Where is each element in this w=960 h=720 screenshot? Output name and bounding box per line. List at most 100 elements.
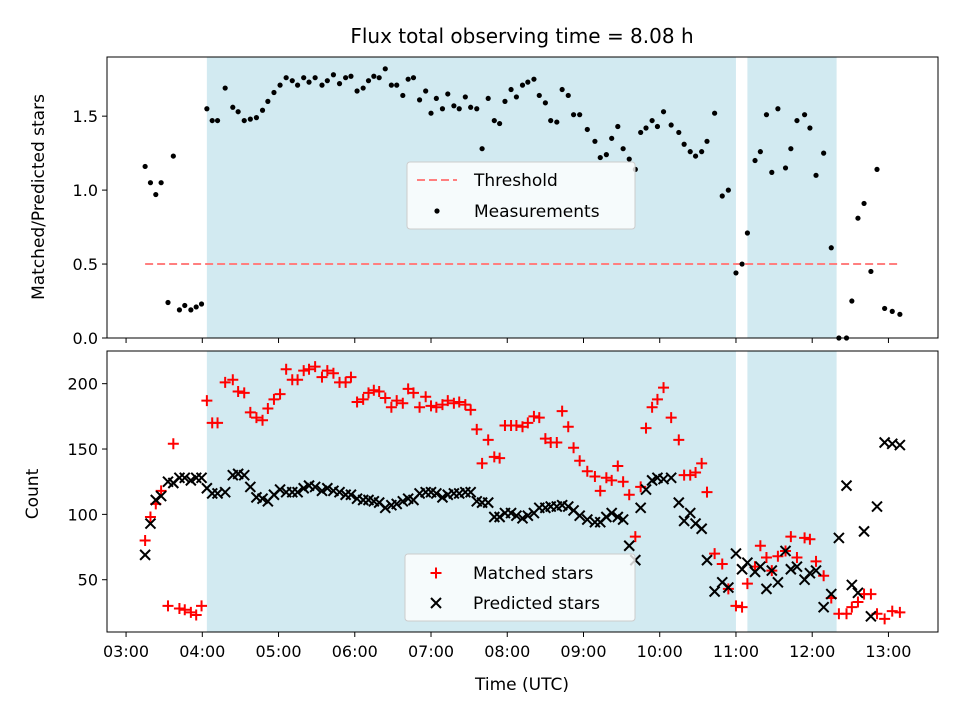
matched-star-point bbox=[716, 558, 728, 570]
matched-star-point bbox=[684, 469, 696, 481]
matched-star-point bbox=[257, 414, 269, 426]
measurement-point bbox=[643, 125, 649, 131]
x-tick-label: 09:00 bbox=[560, 642, 606, 661]
measurement-point bbox=[626, 156, 632, 162]
measurement-point bbox=[577, 112, 583, 118]
predicted-star-point bbox=[390, 498, 403, 510]
measurement-point bbox=[739, 261, 745, 267]
measurement-point bbox=[554, 119, 560, 125]
y-tick-label: 50 bbox=[78, 571, 98, 590]
matched-star-point bbox=[640, 422, 652, 434]
measurement-point bbox=[376, 75, 382, 81]
predicted-star-point bbox=[846, 579, 858, 591]
matched-star-point bbox=[612, 460, 624, 472]
matched-star-point bbox=[701, 486, 713, 498]
measurement-point bbox=[620, 146, 626, 152]
measurement-point bbox=[548, 117, 554, 124]
x-tick-label: 07:00 bbox=[408, 642, 454, 661]
predicted-star-point bbox=[321, 482, 334, 494]
measurement-point bbox=[428, 110, 434, 116]
matched-star-point bbox=[846, 601, 858, 613]
measurement-point bbox=[462, 94, 468, 100]
measurement-point bbox=[324, 78, 330, 84]
predicted-star-point bbox=[291, 486, 304, 498]
matched-star-point bbox=[488, 451, 500, 463]
predicted-star-point bbox=[858, 525, 870, 538]
matched-star-point bbox=[617, 476, 629, 488]
predicted-star-point bbox=[623, 540, 635, 552]
predicted-star-point bbox=[772, 576, 784, 589]
measurement-point bbox=[230, 104, 236, 110]
measurement-point bbox=[752, 157, 758, 164]
matched-star-point bbox=[651, 393, 663, 405]
predicted-star-point bbox=[810, 564, 822, 577]
measurement-point bbox=[763, 112, 770, 118]
predicted-star-point bbox=[345, 489, 357, 501]
x-tick-label: 06:00 bbox=[332, 642, 378, 661]
predicted-star-point bbox=[741, 557, 754, 569]
predicted-star-point bbox=[562, 500, 574, 513]
measurement-point bbox=[597, 154, 603, 161]
matched-star-point bbox=[453, 396, 465, 408]
matched-star-point bbox=[244, 406, 256, 418]
predicted-star-point bbox=[522, 509, 534, 522]
matched-star-point bbox=[471, 423, 483, 435]
measurement-point bbox=[182, 302, 188, 309]
matched-star-point bbox=[391, 395, 403, 407]
predicted-star-point bbox=[785, 563, 797, 575]
matched-star-point bbox=[465, 404, 477, 416]
measurement-point bbox=[775, 106, 781, 112]
predicted-star-point bbox=[600, 511, 613, 523]
predicted-star-point bbox=[852, 587, 864, 599]
matched-star-point bbox=[736, 601, 748, 613]
matched-star-point bbox=[144, 511, 156, 523]
measurement-point bbox=[394, 82, 400, 88]
y-tick-label: 0.5 bbox=[73, 255, 98, 274]
observing-window-2 bbox=[747, 351, 837, 632]
matched-star-point bbox=[303, 363, 315, 375]
measurement-point bbox=[559, 86, 565, 93]
matched-star-point bbox=[623, 489, 635, 501]
matched-star-point bbox=[894, 606, 906, 618]
measurement-point bbox=[725, 187, 731, 193]
measurement-point bbox=[294, 82, 301, 88]
measurement-point bbox=[271, 89, 277, 96]
matched-star-point bbox=[556, 405, 568, 417]
measurement-point bbox=[365, 78, 372, 84]
measurement-point bbox=[188, 307, 194, 313]
matched-star-point bbox=[476, 457, 488, 469]
matched-star-point bbox=[345, 371, 357, 383]
predicted-star-point bbox=[179, 472, 191, 484]
measurement-point bbox=[259, 107, 266, 113]
measurement-point bbox=[360, 85, 366, 91]
measurement-point bbox=[733, 270, 739, 276]
measurement-point bbox=[222, 85, 228, 91]
measurement-point bbox=[565, 92, 571, 99]
predicted-star-point bbox=[581, 513, 594, 526]
matched-star-point bbox=[162, 600, 174, 612]
measurement-point bbox=[301, 75, 307, 81]
predicted-star-point bbox=[766, 564, 778, 577]
predicted-star-point bbox=[825, 588, 837, 600]
measurement-point bbox=[235, 109, 241, 115]
predicted-star-point bbox=[573, 509, 586, 522]
predicted-star-point bbox=[665, 472, 677, 484]
measurement-point bbox=[531, 76, 537, 82]
measurement-point bbox=[719, 193, 725, 199]
matched-star-point bbox=[594, 485, 606, 497]
count-points bbox=[139, 361, 906, 625]
matched-star-point bbox=[190, 609, 202, 621]
measurement-point bbox=[319, 82, 325, 88]
predicted-star-point bbox=[640, 483, 652, 496]
measurement-point bbox=[788, 146, 794, 152]
measurement-point bbox=[142, 163, 148, 170]
measurement-point bbox=[416, 97, 423, 103]
matched-star-point bbox=[658, 382, 670, 394]
matched-star-point bbox=[606, 474, 618, 486]
matched-star-point bbox=[340, 376, 352, 388]
measurement-point bbox=[253, 115, 260, 121]
matched-star-point bbox=[407, 387, 419, 399]
matched-star-point bbox=[696, 457, 708, 469]
matched-star-point bbox=[327, 367, 339, 379]
measurement-point bbox=[542, 100, 548, 106]
